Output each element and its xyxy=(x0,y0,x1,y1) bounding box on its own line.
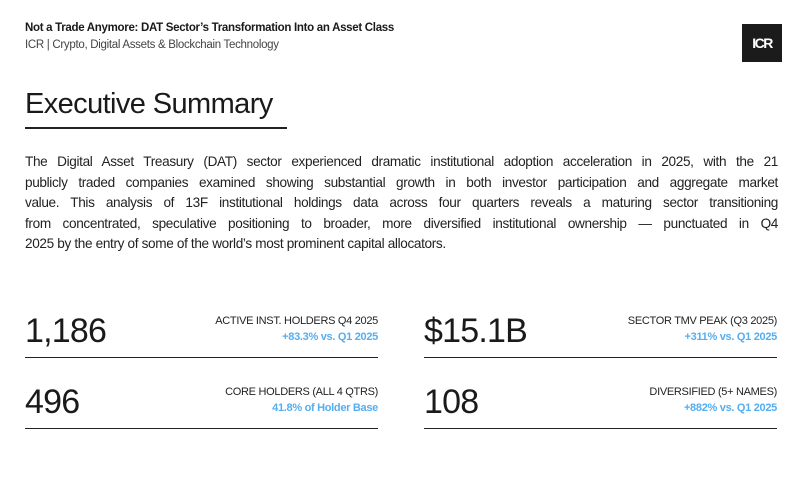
logo-text: ICR xyxy=(752,35,773,51)
stat-value: 108 xyxy=(424,383,479,421)
heading-underline xyxy=(25,127,287,129)
stat-active-holders: 1,186 ACTIVE INST. HOLDERS Q4 2025 +83.3… xyxy=(25,307,378,358)
stat-diversified: 108 DIVERSIFIED (5+ NAMES) +882% vs. Q1 … xyxy=(424,378,777,429)
stat-change: +882% vs. Q1 2025 xyxy=(683,402,777,414)
stat-change: +311% vs. Q1 2025 xyxy=(684,331,778,343)
stat-change: 41.8% of Holder Base xyxy=(272,402,378,414)
paragraph-line: The Digital Asset Treasury (DAT) sector … xyxy=(25,154,778,169)
icr-logo: ICR xyxy=(742,24,782,62)
stat-value: 496 xyxy=(25,383,80,421)
stat-label: DIVERSIFIED (5+ NAMES) xyxy=(649,386,777,398)
stat-value: $15.1B xyxy=(424,312,528,350)
paragraph-line: 2025 by the entry of some of the world’s… xyxy=(25,236,446,251)
stat-change: +83.3% vs. Q1 2025 xyxy=(282,331,378,343)
stat-core-holders: 496 CORE HOLDERS (ALL 4 QTRS) 41.8% of H… xyxy=(25,378,378,429)
paragraph-line: publicly traded companies examined showi… xyxy=(25,174,778,190)
stat-label: SECTOR TMV PEAK (Q3 2025) xyxy=(627,315,778,327)
stat-value: 1,186 xyxy=(25,312,107,350)
paragraph-line: value. This analysis of 13F institutiona… xyxy=(25,195,778,210)
stat-tmv-peak: $15.1B SECTOR TMV PEAK (Q3 2025) +311% v… xyxy=(424,307,777,358)
paragraph-line: from concentrated, speculative positioni… xyxy=(25,215,778,231)
section-heading: Executive Summary xyxy=(25,88,273,120)
stat-label: ACTIVE INST. HOLDERS Q4 2025 xyxy=(215,315,378,327)
document-subtitle: ICR | Crypto, Digital Assets & Blockchai… xyxy=(25,39,279,51)
document-title: Not a Trade Anymore: DAT Sector’s Transf… xyxy=(25,22,394,34)
stat-label: CORE HOLDERS (ALL 4 QTRS) xyxy=(225,386,378,398)
summary-paragraph: The Digital Asset Treasury (DAT) sector … xyxy=(25,152,778,255)
